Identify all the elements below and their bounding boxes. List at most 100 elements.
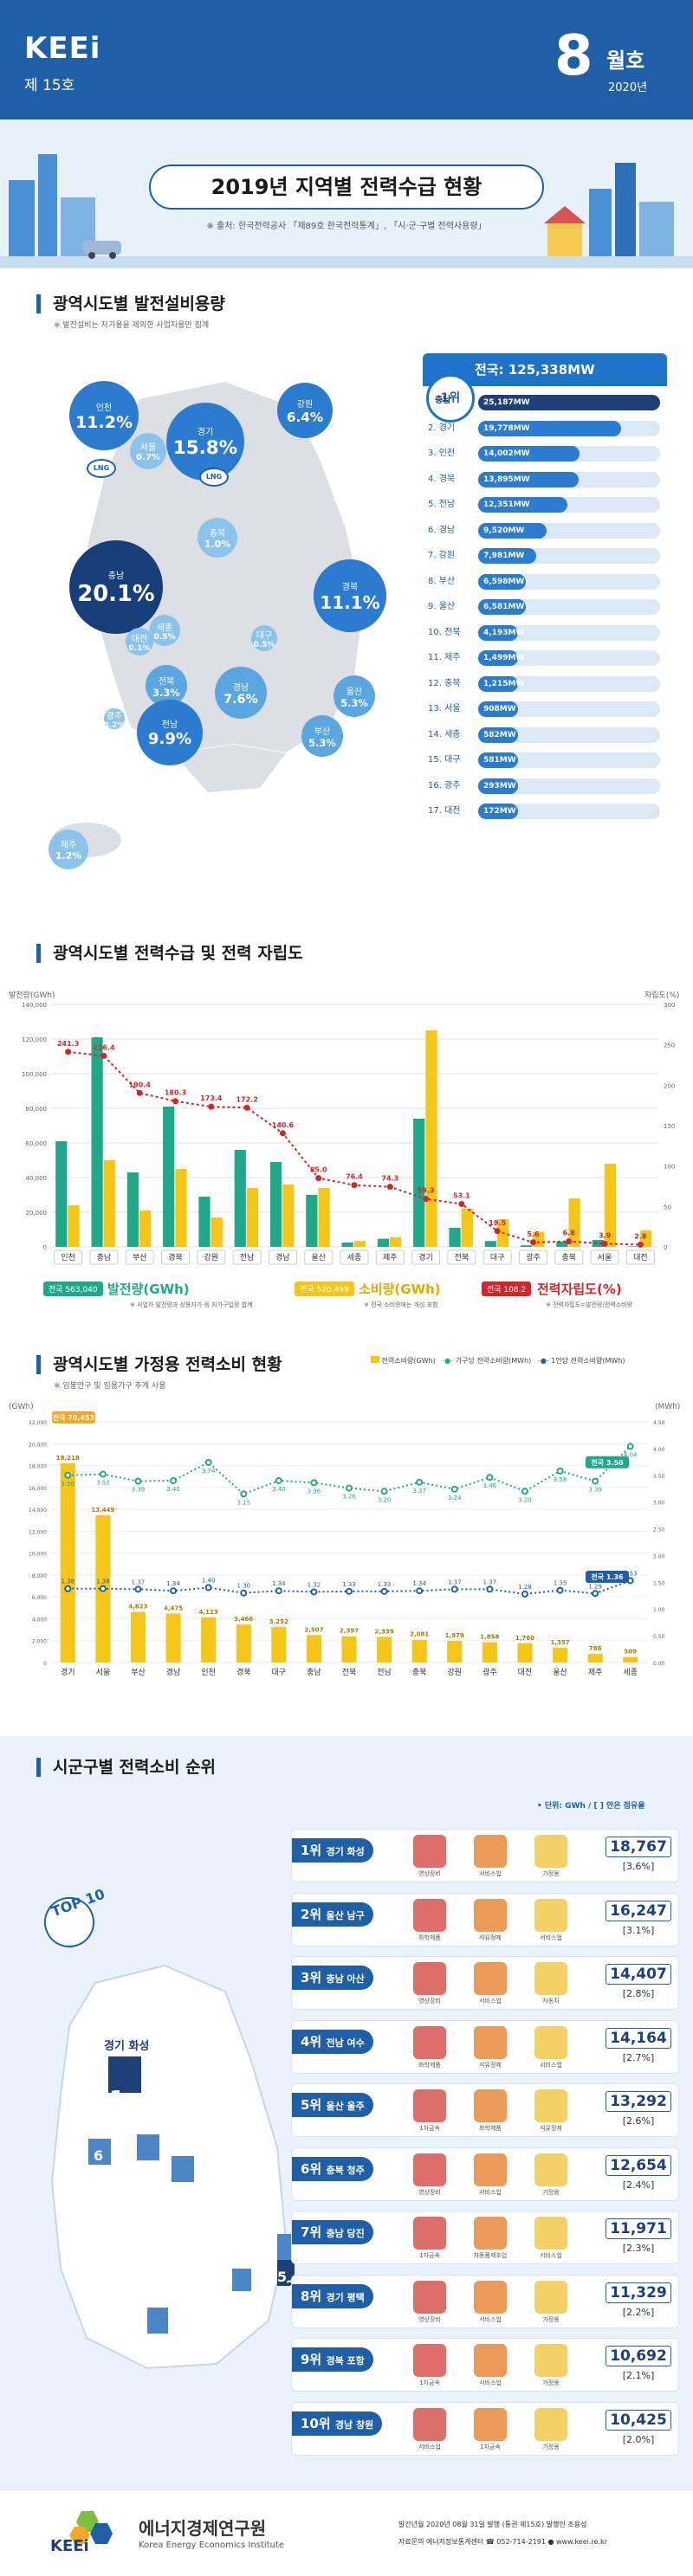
industry-icon xyxy=(413,2153,446,2186)
rank-card-name: 울산 울주 xyxy=(326,2101,365,2112)
bubble-pct: 0.5% xyxy=(253,640,275,649)
badge-national-total: 전국 70,453 xyxy=(53,1413,94,1422)
bar-generation xyxy=(306,1195,318,1247)
bar-generation xyxy=(163,1107,175,1247)
bar-household-total xyxy=(553,1647,568,1662)
label-independence: 172.2 xyxy=(236,1095,257,1103)
city-skyline-illustration xyxy=(0,154,693,268)
rank-bar: 9,520MW xyxy=(478,522,547,539)
point-independence xyxy=(386,1184,393,1191)
bar-consumption xyxy=(210,1217,223,1247)
point-independence xyxy=(315,1175,322,1182)
y-tick-right: 4.50 xyxy=(653,1420,665,1426)
x-tick: 세종 xyxy=(347,1253,362,1262)
industry-icon xyxy=(474,2025,507,2059)
map-rank-label: 5 xyxy=(277,2269,288,2285)
title-banner xyxy=(0,119,693,268)
label-household-total: 4,623 xyxy=(128,1604,147,1611)
industry-label: 서비스업 xyxy=(540,2252,562,2259)
badge-national-person: 전국 1.36 xyxy=(591,1572,624,1581)
point-per-person xyxy=(380,1587,388,1595)
bubble-pct: 1.2% xyxy=(55,850,82,862)
bubble-pct: 11.2% xyxy=(74,412,133,432)
industry-icon xyxy=(534,2344,567,2377)
rank-card-label: 4위 전남 여수 xyxy=(292,2029,373,2054)
rank-card-rank: 9위 xyxy=(301,2352,327,2367)
x-tick: 전북 xyxy=(342,1668,357,1677)
x-tick: 전남 xyxy=(240,1253,255,1262)
y-tick-right: 0 xyxy=(664,1244,667,1251)
rank-row: 15. 대구 581MW xyxy=(423,749,667,772)
capacity-bubble: 세종 0.5% xyxy=(149,615,180,646)
bubble-region: 서울 xyxy=(139,443,157,453)
label-independence: 5.6 xyxy=(527,1230,540,1238)
industry-icon xyxy=(413,2025,446,2059)
industry-icon xyxy=(474,2089,507,2122)
rank-card-rank: 1위 xyxy=(301,1843,327,1858)
industry-icon xyxy=(474,1835,507,1868)
label-household-total: 3,252 xyxy=(269,1618,288,1625)
keei-logo-icon xyxy=(69,2511,113,2544)
map-rank-label: 7 xyxy=(161,2175,172,2192)
rank-card: 2위 울산 남구 화학제품 석유정제 서비스업 16,247 [3.1%] xyxy=(291,1892,679,1947)
industry-icon xyxy=(474,2280,507,2314)
label-independence: 19.5 xyxy=(489,1219,506,1227)
x-tick: 대전 xyxy=(633,1253,648,1262)
point-independence xyxy=(529,1239,536,1246)
rank-row: 10. 전북 4,193MW xyxy=(423,622,667,644)
bar-generation xyxy=(413,1119,425,1247)
rank-card: 3위 충남 아산 영상장비 서비스업 자동차 14,407 [2.8%] xyxy=(291,1956,679,2010)
bar-household-total xyxy=(377,1637,392,1662)
point-per-household xyxy=(240,1490,248,1498)
x-label-box xyxy=(518,1249,547,1265)
point-per-household xyxy=(521,1488,528,1495)
issue-year: 2020년 xyxy=(608,81,648,94)
bubble-pct: 7.6% xyxy=(223,692,258,707)
household-legend: 전력소비량(GWh) -●- 가구당 전력소비량(MWh) -●- 1인당 전력… xyxy=(371,1356,625,1365)
rank-row: 4. 경북 13,895MW xyxy=(423,468,667,491)
point-per-household xyxy=(170,1476,178,1484)
label-household-total: 786 xyxy=(589,1645,602,1652)
industry-icon xyxy=(413,2344,446,2377)
rank-bar: 908MW xyxy=(478,701,518,717)
rank-label: 15. 대구 xyxy=(428,755,461,765)
household-note: ※ 임봉안구 및 임용가구 추계 사용 xyxy=(54,1382,166,1391)
point-per-household xyxy=(275,1476,282,1484)
x-tick: 대구 xyxy=(272,1668,287,1677)
label-per-household: 3.39 xyxy=(588,1487,602,1494)
label-per-household: 3.37 xyxy=(412,1488,426,1495)
label-per-person: 1.53 xyxy=(624,1570,638,1577)
rank-track xyxy=(478,726,660,743)
label-per-household: 3.24 xyxy=(448,1495,462,1501)
rank-card-rank: 7위 xyxy=(301,2224,327,2240)
rank-label: 8. 부산 xyxy=(428,576,456,586)
y-tick-right: 0.50 xyxy=(653,1634,665,1640)
x-tick: 충북 xyxy=(412,1668,427,1677)
label-household-total: 1,760 xyxy=(515,1635,534,1642)
industry-label: 1차금속 xyxy=(419,2379,440,2386)
point-independence xyxy=(243,1104,250,1111)
label-per-person: 1.40 xyxy=(202,1578,216,1585)
issue-number: 제 15호 xyxy=(24,77,75,94)
industry-icon xyxy=(413,2217,446,2250)
rank-card-share: [3.1%] xyxy=(622,1924,655,1936)
industry-icon xyxy=(474,2153,507,2186)
y-tick-left: 16,000 xyxy=(29,1486,47,1492)
rank-card-label: 7위 충남 당진 xyxy=(292,2220,373,2244)
capacity-bubble: 부산 5.3% xyxy=(301,715,343,757)
bar-consumption xyxy=(103,1160,115,1247)
point-per-person xyxy=(204,1584,212,1591)
point-per-person xyxy=(521,1590,528,1598)
x-tick: 서울 xyxy=(96,1668,111,1677)
capacity-bubble: 충남 20.1% xyxy=(69,540,163,634)
rank-card-name: 충북 청주 xyxy=(326,2164,365,2176)
point-independence xyxy=(494,1228,501,1235)
rank-bar: 581MW xyxy=(478,752,518,768)
bubble-region: 광주 xyxy=(106,711,123,721)
rank-card-name: 울산 남구 xyxy=(326,1909,365,1921)
legend-use: 소비량(GWh) xyxy=(359,1282,441,1297)
x-tick: 제주 xyxy=(383,1253,398,1262)
rank-bar: 1,215MW xyxy=(478,675,524,692)
footer-line2: 자료문의 에너지정보통계센터 ☎ 052-714-2191 ● www.keei… xyxy=(398,2538,607,2546)
bubble-region: 전남 xyxy=(161,720,178,730)
